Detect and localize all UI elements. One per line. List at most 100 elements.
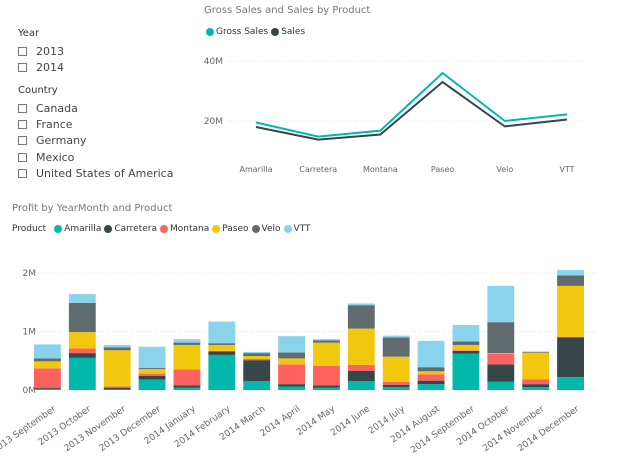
bar-segment[interactable]: [103, 389, 131, 390]
bar-segment[interactable]: [278, 336, 305, 353]
bar-segment[interactable]: [522, 352, 550, 380]
bar-segment[interactable]: [138, 379, 166, 390]
bar-segment[interactable]: [522, 379, 550, 385]
bar-segment[interactable]: [68, 357, 96, 390]
country-option-usa[interactable]: United States of America: [18, 165, 173, 181]
bar-segment[interactable]: [278, 358, 305, 365]
bar-segment[interactable]: [34, 361, 61, 369]
bar-segment[interactable]: [347, 364, 375, 371]
bar-segment[interactable]: [278, 384, 305, 387]
bar-segment[interactable]: [452, 344, 480, 351]
bar-segment[interactable]: [487, 322, 515, 354]
bar-segment[interactable]: [557, 377, 584, 390]
bar-segment[interactable]: [382, 335, 410, 338]
bar-segment[interactable]: [452, 325, 480, 342]
legend-item-vtt[interactable]: VTT: [283, 224, 311, 234]
bar-segment[interactable]: [103, 386, 131, 388]
legend-item-paseo[interactable]: Paseo: [212, 224, 249, 234]
year-option-2013[interactable]: 2013: [18, 43, 64, 59]
bar-segment[interactable]: [34, 387, 61, 389]
bar-segment[interactable]: [487, 285, 515, 323]
bar-segment[interactable]: [522, 384, 550, 388]
legend-item-montana[interactable]: Montana: [160, 224, 209, 234]
country-option-germany[interactable]: Germany: [18, 133, 173, 149]
bar-segment[interactable]: [313, 385, 340, 388]
bar-segment[interactable]: [347, 303, 375, 306]
bar-segment[interactable]: [557, 336, 584, 338]
checkbox[interactable]: [18, 46, 27, 56]
bar-segment[interactable]: [208, 351, 236, 355]
bar-segment[interactable]: [103, 347, 131, 351]
year-option-2014[interactable]: 2014: [18, 59, 64, 75]
bar-segment[interactable]: [452, 350, 480, 354]
bar-segment[interactable]: [208, 344, 236, 351]
bar-segment[interactable]: [278, 386, 305, 390]
bar-segment[interactable]: [208, 321, 236, 344]
bar-segment[interactable]: [557, 270, 584, 276]
bar-segment[interactable]: [68, 332, 96, 349]
bar-segment[interactable]: [487, 353, 515, 354]
bar-segment[interactable]: [452, 353, 480, 390]
bar-segment[interactable]: [243, 356, 271, 359]
bar-segment[interactable]: [68, 294, 96, 303]
legend-item-gross-sales[interactable]: Gross Sales: [206, 27, 268, 37]
bar-segment[interactable]: [452, 341, 480, 345]
legend-item-carretera[interactable]: Carretera: [104, 224, 157, 234]
bar-segment[interactable]: [278, 352, 305, 359]
bar-segment[interactable]: [522, 351, 550, 352]
bar-segment[interactable]: [347, 381, 375, 390]
bar-segment[interactable]: [68, 348, 96, 354]
bar-segment[interactable]: [173, 344, 201, 370]
series-line[interactable]: [255, 80, 568, 141]
bar-segment[interactable]: [34, 344, 61, 359]
bar-segment[interactable]: [347, 328, 375, 365]
series-line[interactable]: [255, 71, 568, 138]
bar-segment[interactable]: [382, 384, 410, 388]
bar-segment[interactable]: [417, 384, 445, 390]
bar-segment[interactable]: [487, 353, 515, 365]
bar-segment[interactable]: [173, 387, 201, 390]
bar-segment[interactable]: [452, 350, 480, 351]
bar-segment[interactable]: [313, 387, 340, 390]
bar-segment[interactable]: [243, 381, 271, 390]
bar-segment[interactable]: [313, 342, 340, 367]
bar-segment[interactable]: [382, 387, 410, 390]
bar-segment[interactable]: [522, 351, 550, 353]
checkbox[interactable]: [18, 168, 27, 178]
bar-segment[interactable]: [208, 343, 236, 345]
bar-segment[interactable]: [347, 305, 375, 329]
checkbox[interactable]: [18, 62, 27, 72]
legend-item-amarilla[interactable]: Amarilla: [54, 224, 101, 234]
bar-segment[interactable]: [313, 340, 340, 343]
bar-segment[interactable]: [34, 358, 61, 362]
bar-segment[interactable]: [417, 371, 445, 375]
bar-segment[interactable]: [347, 370, 375, 382]
bar-segment[interactable]: [103, 344, 131, 348]
bar-segment[interactable]: [243, 351, 271, 354]
legend-item-velo[interactable]: Velo: [251, 224, 281, 234]
checkbox[interactable]: [18, 103, 27, 113]
bar-segment[interactable]: [138, 375, 166, 380]
bar-segment[interactable]: [173, 369, 201, 386]
bar-segment[interactable]: [313, 339, 340, 341]
bar-segment[interactable]: [243, 353, 271, 357]
bar-segment[interactable]: [557, 285, 584, 337]
country-option-mexico[interactable]: Mexico: [18, 149, 173, 165]
bar-segment[interactable]: [382, 381, 410, 385]
bar-segment[interactable]: [173, 339, 201, 343]
bar-segment[interactable]: [557, 337, 584, 378]
bar-segment[interactable]: [68, 302, 96, 333]
bar-segment[interactable]: [103, 387, 131, 390]
bar-segment[interactable]: [522, 387, 550, 390]
bar-segment[interactable]: [208, 354, 236, 390]
country-option-canada[interactable]: Canada: [18, 100, 173, 116]
bar-segment[interactable]: [313, 366, 340, 386]
bar-segment[interactable]: [208, 350, 236, 352]
bar-segment[interactable]: [138, 368, 166, 374]
bar-segment[interactable]: [138, 346, 166, 368]
legend-item-sales[interactable]: Sales: [271, 27, 305, 37]
bar-segment[interactable]: [382, 337, 410, 357]
bar-segment[interactable]: [173, 342, 201, 345]
bar-segment[interactable]: [487, 381, 515, 390]
bar-segment[interactable]: [417, 374, 445, 381]
